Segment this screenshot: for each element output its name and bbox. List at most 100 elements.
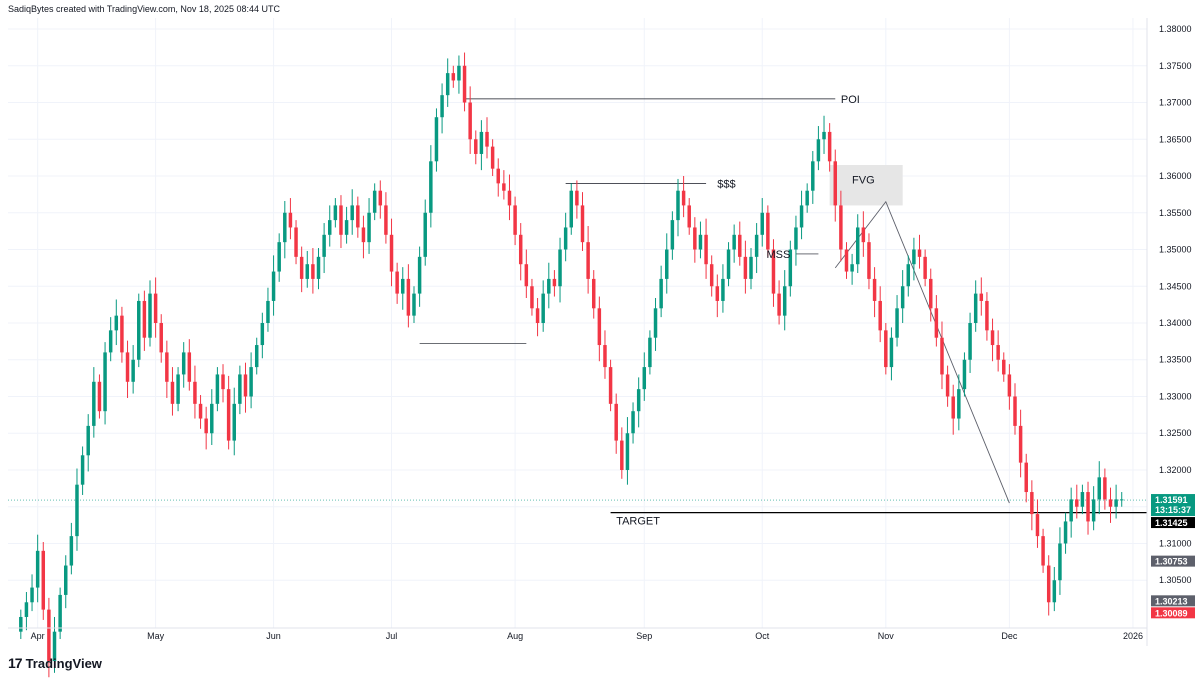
candle-body <box>502 183 506 191</box>
price-tag-value: 1.30213 <box>1155 596 1188 606</box>
x-axis[interactable]: Apr May Jun Jul Aug Sep Oct Nov Dec 2026 <box>8 627 1147 641</box>
candle-body <box>665 249 669 279</box>
candle-body <box>294 227 298 257</box>
candle-body <box>861 227 866 243</box>
candle-body <box>361 227 366 243</box>
candle-body <box>412 293 416 316</box>
candle-body <box>681 190 686 206</box>
candle-body <box>226 389 231 441</box>
y-tick-label: 1.34000 <box>1159 318 1192 328</box>
candle-body <box>693 227 697 250</box>
y-tick-label: 1.32500 <box>1159 428 1192 438</box>
candle-body <box>103 352 107 412</box>
candle-body <box>69 536 74 566</box>
candle-body <box>288 212 293 228</box>
candle-body <box>642 367 647 390</box>
candle-body <box>614 403 618 441</box>
candle-body <box>260 323 265 346</box>
candle-body <box>1002 359 1006 375</box>
candle-body <box>738 234 742 257</box>
candle-body <box>788 249 793 287</box>
price-tag <box>1151 607 1195 619</box>
candle-body <box>344 220 349 235</box>
candle-body <box>187 352 192 382</box>
candle-body <box>1041 536 1045 566</box>
candle-body <box>957 389 961 419</box>
candle-body <box>552 278 557 287</box>
tradingview-logo[interactable]: 17 TradingView <box>8 655 102 671</box>
candle-body <box>47 609 51 662</box>
fvg-label: FVG <box>852 175 875 187</box>
candle-body <box>52 631 57 662</box>
candle-body <box>648 337 652 368</box>
candle-body <box>1052 580 1057 603</box>
candle-body <box>462 65 467 103</box>
candle-body <box>153 293 158 323</box>
candle-body <box>434 117 439 162</box>
candle-body <box>1114 499 1118 507</box>
candle-body <box>1024 462 1028 493</box>
candle-body <box>547 278 551 294</box>
candle-body <box>75 484 79 537</box>
candle-body <box>586 242 590 279</box>
candle-body <box>676 190 680 221</box>
candle-body <box>350 205 354 221</box>
candle-body <box>608 367 613 404</box>
candle-body <box>878 300 882 331</box>
candle-body <box>591 278 596 309</box>
candle-body <box>687 205 691 228</box>
candle-body <box>378 190 383 206</box>
x-tick-label: Dec <box>1001 631 1018 641</box>
target-label: TARGET <box>616 516 660 528</box>
sss-label: $$$ <box>717 178 735 190</box>
candle-body <box>299 256 304 279</box>
y-axis[interactable]: 1.38000 1.37500 1.37000 1.36500 1.36000 1.355… <box>1146 18 1192 646</box>
candle-body <box>777 293 781 316</box>
candle-body <box>401 278 405 294</box>
candle-body <box>889 337 894 368</box>
candle-body <box>912 249 916 265</box>
candle-body <box>1119 499 1124 501</box>
projection-path <box>834 200 1010 504</box>
candle-body <box>653 308 658 338</box>
candle-body <box>749 256 753 279</box>
candle-body <box>468 102 472 140</box>
y-tick-label: 1.35500 <box>1159 208 1192 218</box>
candle-body <box>867 242 871 279</box>
candle-body <box>1097 477 1101 500</box>
tradingview-logo-text: TradingView <box>25 655 102 671</box>
y-tick-label: 1.37000 <box>1159 98 1192 108</box>
candle-body <box>951 396 955 419</box>
candle-body <box>923 256 927 279</box>
price-tag-value: 1.31591 <box>1155 495 1188 505</box>
candle-body <box>24 602 29 617</box>
candle-body <box>80 455 85 485</box>
x-tick-label: Nov <box>878 631 895 641</box>
candle-body <box>283 212 287 243</box>
candle-body <box>636 389 641 412</box>
candle-body <box>148 293 152 338</box>
candle-body <box>232 403 236 441</box>
candle-body <box>423 212 427 257</box>
candle-body <box>457 65 461 81</box>
price-tag <box>1151 494 1195 517</box>
candle-body <box>1058 543 1062 581</box>
candle-body <box>945 374 950 397</box>
candle-body <box>322 234 326 257</box>
candle-body <box>316 256 321 279</box>
candle-body <box>884 330 888 368</box>
candle-body <box>311 264 315 279</box>
candle-body <box>367 212 371 243</box>
candle-body <box>900 286 905 309</box>
candle-body <box>670 220 675 250</box>
candle-body <box>1091 499 1096 522</box>
candle-body <box>1080 492 1085 507</box>
candle-body <box>844 249 849 272</box>
y-tick-label: 1.33000 <box>1159 391 1192 401</box>
candle-body <box>805 190 809 206</box>
tradingview-logo-icon: 17 <box>8 655 23 671</box>
candle-body <box>620 440 624 470</box>
candles <box>19 52 1124 678</box>
candle-body <box>524 264 529 287</box>
